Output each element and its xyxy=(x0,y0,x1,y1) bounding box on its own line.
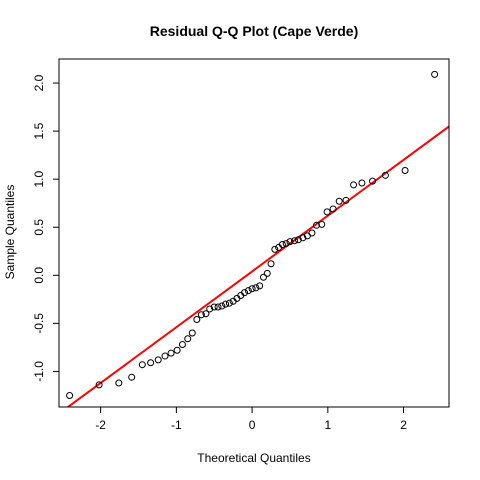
data-point xyxy=(369,177,377,185)
data-point xyxy=(184,335,192,343)
y-tick-label: 1.0 xyxy=(32,171,46,188)
data-point xyxy=(173,346,181,354)
x-tick-label: 2 xyxy=(400,418,407,432)
data-point xyxy=(318,220,326,228)
data-point xyxy=(335,197,343,205)
data-point xyxy=(256,282,264,290)
data-point xyxy=(147,359,155,367)
y-tick-label: -0.5 xyxy=(32,313,46,334)
data-point xyxy=(225,299,233,307)
data-point xyxy=(323,208,331,216)
data-point xyxy=(214,303,222,311)
data-point xyxy=(128,373,136,381)
data-point xyxy=(286,238,294,246)
data-point xyxy=(66,391,74,399)
x-tick-label: -2 xyxy=(95,418,106,432)
data-point xyxy=(193,316,201,324)
data-point xyxy=(222,300,230,308)
data-point xyxy=(252,284,260,292)
qq-reference-line xyxy=(66,125,449,407)
x-axis: -2 -1 0 1 2 xyxy=(95,407,407,432)
y-tick-label: 0.0 xyxy=(32,267,46,284)
data-point xyxy=(294,236,302,244)
data-point xyxy=(244,287,252,295)
data-point xyxy=(329,205,337,213)
data-point xyxy=(210,303,218,311)
data-point xyxy=(154,356,162,364)
data-point xyxy=(350,181,358,189)
plot-frame xyxy=(58,58,450,408)
data-point xyxy=(267,260,275,268)
x-tick-label: -1 xyxy=(171,418,182,432)
x-tick-label: 0 xyxy=(249,418,256,432)
y-tick-label: 2.0 xyxy=(32,74,46,91)
data-point xyxy=(259,273,267,281)
data-point xyxy=(138,361,146,369)
plot-area xyxy=(66,70,449,407)
data-point xyxy=(218,302,226,310)
data-point xyxy=(197,311,205,319)
data-point xyxy=(358,179,366,187)
data-point xyxy=(202,310,210,318)
data-point xyxy=(263,269,271,277)
data-point xyxy=(271,245,279,253)
data-point xyxy=(282,240,290,248)
data-point xyxy=(167,349,175,357)
data-point xyxy=(248,285,256,293)
data-point xyxy=(161,352,169,360)
data-point xyxy=(178,341,186,349)
y-tick-label: 1.5 xyxy=(32,122,46,139)
data-point xyxy=(241,289,249,297)
data-point xyxy=(95,381,103,389)
data-point xyxy=(115,379,123,387)
data-point xyxy=(206,305,214,313)
data-point xyxy=(342,196,350,204)
data-point xyxy=(299,234,307,242)
y-axis: -1.0 -0.5 0.0 0.5 1.0 1.5 2.0 xyxy=(32,74,59,382)
data-point xyxy=(312,221,320,229)
x-axis-label: Theoretical Quantiles xyxy=(197,451,310,465)
y-axis-label: Sample Quantiles xyxy=(3,185,17,280)
y-tick-label: -1.0 xyxy=(32,361,46,382)
data-point xyxy=(278,241,286,249)
data-point xyxy=(431,70,439,78)
data-point xyxy=(308,229,316,237)
x-tick-label: 1 xyxy=(324,418,331,432)
y-tick-label: 0.5 xyxy=(32,219,46,236)
data-point xyxy=(401,167,409,175)
data-point xyxy=(188,329,196,337)
chart-title: Residual Q-Q Plot (Cape Verde) xyxy=(150,23,359,39)
data-point xyxy=(381,171,389,179)
data-point xyxy=(291,237,299,245)
